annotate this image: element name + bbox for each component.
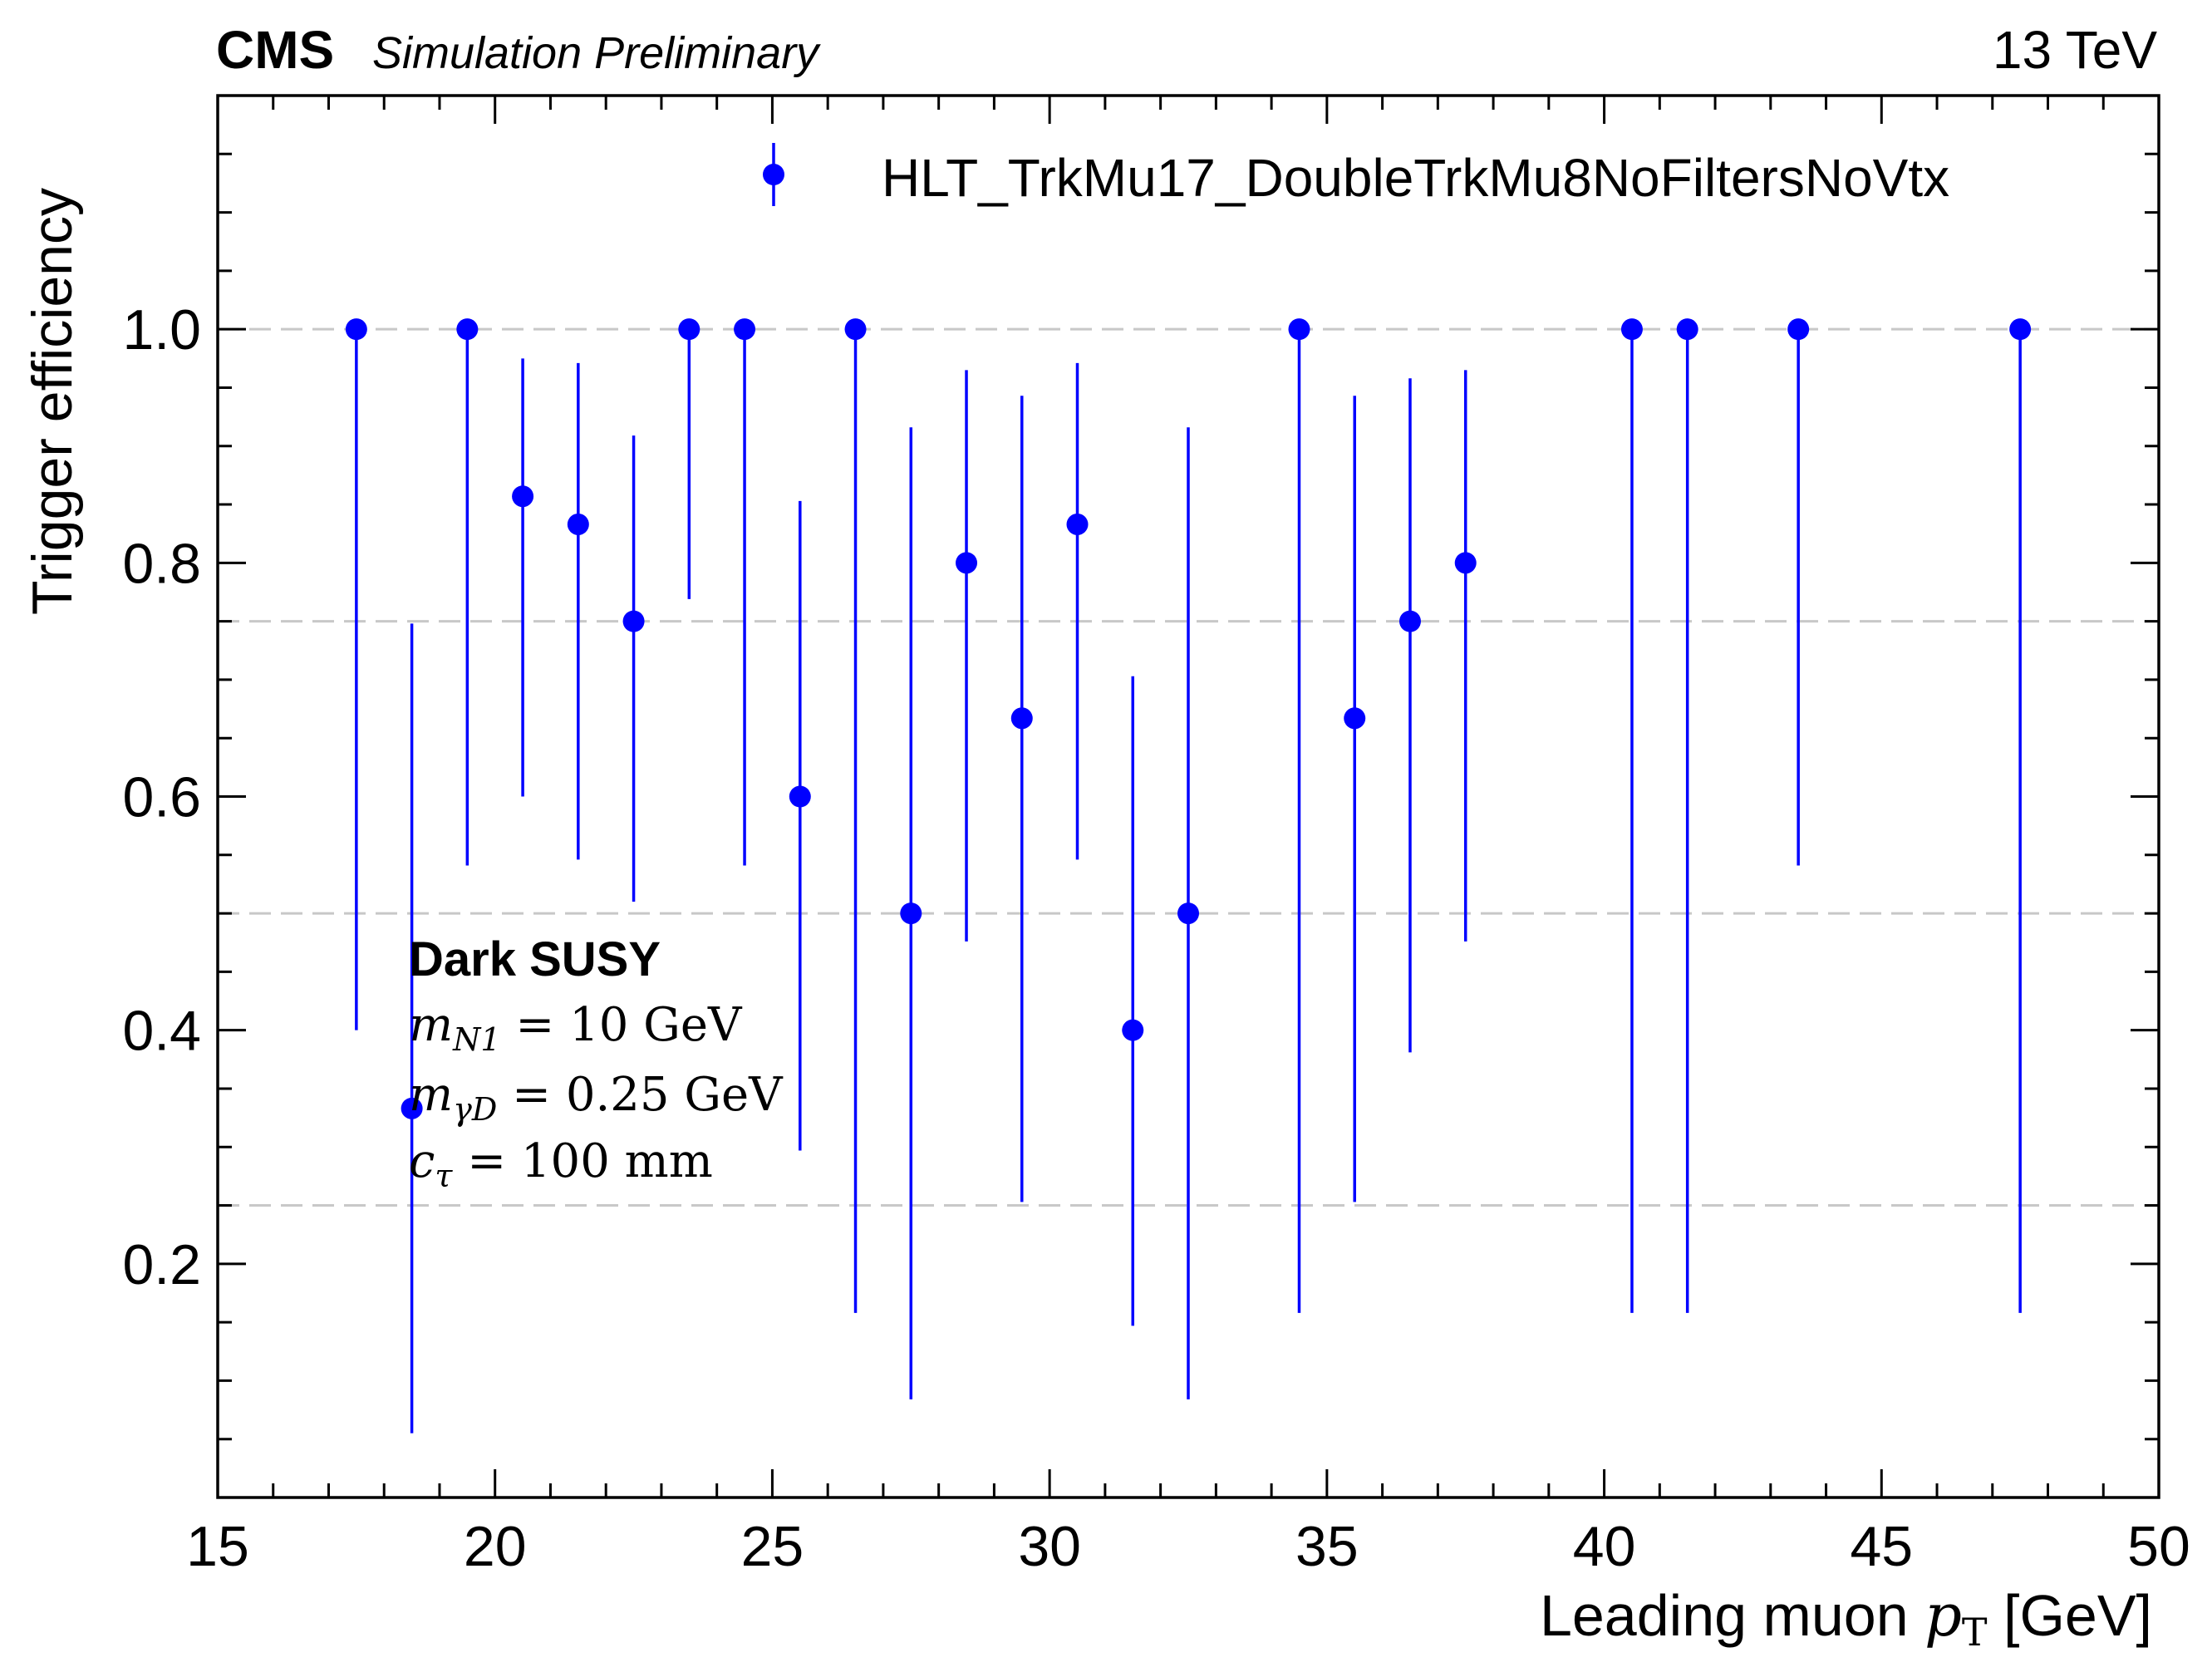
data-point-11: [956, 552, 978, 574]
x-tick-label: 15: [186, 1515, 249, 1578]
x-axis-label-sub: T: [1962, 1610, 1988, 1655]
x-axis-label-var: p: [1924, 1581, 1962, 1650]
legend-marker: [763, 164, 784, 185]
data-point-12: [1010, 707, 1033, 730]
data-point-15: [1177, 902, 1199, 925]
y-tick-label: 1.0: [122, 298, 201, 361]
annotation-title: Dark SUSY: [409, 932, 661, 986]
y-tick-label: 0.8: [122, 532, 201, 595]
x-tick-label: 30: [1018, 1515, 1081, 1578]
data-point-9: [844, 318, 867, 341]
data-point-10: [900, 902, 922, 925]
data-point-7: [734, 318, 756, 341]
data-point-5: [622, 610, 645, 632]
x-axis-label-unit: [GeV]: [1988, 1583, 2152, 1648]
annotation-line-ctau: cτ = 100 mm: [409, 1134, 713, 1194]
data-point-19: [1454, 552, 1477, 574]
data-point-22: [1787, 318, 1810, 341]
data-point-21: [1676, 318, 1698, 341]
y-tick-label: 0.2: [122, 1233, 201, 1296]
annotation-line-mass-gammad: mγD = 0.25 GeV: [409, 1068, 784, 1128]
x-tick-label: 35: [1295, 1515, 1359, 1578]
legend-label: HLT_TrkMu17_DoubleTrkMu8NoFiltersNoVtx: [882, 148, 1949, 208]
x-tick-label: 50: [2127, 1515, 2190, 1578]
status-label: Simulation Preliminary: [372, 28, 821, 78]
data-point-0: [345, 318, 367, 341]
x-tick-label: 20: [464, 1515, 527, 1578]
data-point-13: [1066, 513, 1089, 535]
x-axis-label-text: Leading muon: [1540, 1583, 1924, 1648]
data-point-3: [512, 485, 534, 508]
experiment-label: CMS: [216, 20, 334, 80]
x-tick-labels: 15 20 25 30 35 40 45 50: [186, 1515, 2190, 1578]
annotation: Dark SUSY mN1 = 10 GeV mγD = 0.25 GeV cτ…: [409, 932, 784, 1194]
data-point-1: [401, 1097, 423, 1119]
data-point-8: [789, 785, 811, 808]
x-tick-label: 45: [1850, 1515, 1913, 1578]
data-series: [345, 318, 2032, 1434]
x-tick-label: 25: [741, 1515, 804, 1578]
data-point-4: [567, 513, 589, 535]
y-tick-label: 0.4: [122, 1000, 201, 1063]
energy-label: 13 TeV: [1993, 20, 2157, 80]
y-tick-label: 0.6: [122, 766, 201, 829]
plot-frame: [216, 94, 2160, 1499]
data-point-6: [678, 318, 700, 341]
y-tick-labels: 0.2 0.4 0.6 0.8 1.0: [122, 298, 201, 1296]
x-axis-label: Leading muon pT [GeV]: [1540, 1581, 2152, 1655]
data-point-17: [1344, 707, 1366, 730]
data-point-18: [1398, 610, 1421, 632]
data-point-16: [1288, 318, 1310, 341]
data-point-20: [1620, 318, 1643, 341]
annotation-line-mass-n1: mN1 = 10 GeV: [409, 998, 743, 1058]
y-grid: [218, 327, 2159, 1207]
legend: HLT_TrkMu17_DoubleTrkMu8NoFiltersNoVtx: [763, 143, 1949, 208]
data-point-2: [456, 318, 479, 341]
data-point-23: [2009, 318, 2032, 341]
x-tick-label: 40: [1573, 1515, 1636, 1578]
y-axis-label: Trigger efficiency: [21, 188, 84, 615]
data-point-14: [1122, 1019, 1144, 1041]
